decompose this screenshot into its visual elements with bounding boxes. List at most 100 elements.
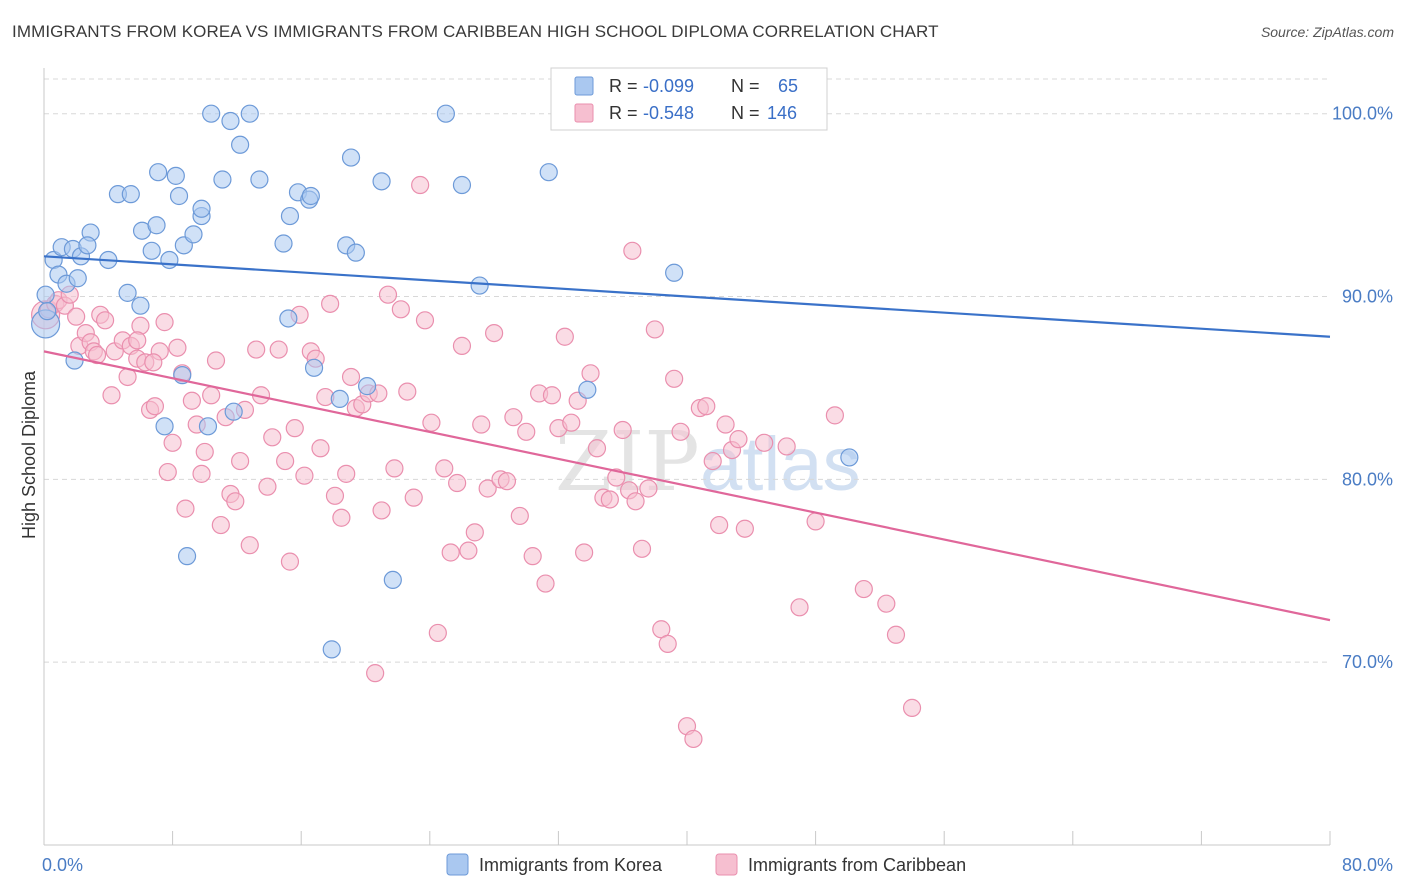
caribbean-point xyxy=(258,477,277,496)
caribbean-point xyxy=(195,442,214,462)
caribbean-point xyxy=(263,428,282,447)
gridlines xyxy=(44,78,1330,663)
caribbean-point xyxy=(542,386,562,405)
caribbean-point xyxy=(729,430,748,449)
stats-legend: R = -0.099 N = 65 R = -0.548 N = 146 xyxy=(550,67,828,131)
korea-point xyxy=(231,135,250,154)
legend-korea-n-label: N = xyxy=(731,76,760,96)
caribbean-point xyxy=(504,408,523,427)
caribbean-point xyxy=(452,336,472,355)
korea-point xyxy=(131,296,150,315)
caribbean-point xyxy=(716,415,735,434)
korea-point xyxy=(147,216,166,235)
caribbean-point xyxy=(168,338,187,357)
caribbean-point xyxy=(269,340,288,359)
caribbean-point xyxy=(247,340,266,359)
caribbean-point xyxy=(441,543,460,562)
legend-korea-r-label: R = xyxy=(609,76,638,96)
source-attribution: Source: ZipAtlas.com xyxy=(1260,24,1394,40)
korea-point xyxy=(341,148,361,167)
caribbean-point xyxy=(790,598,809,617)
caribbean-point xyxy=(231,451,250,471)
caribbean-point xyxy=(587,439,607,458)
y-tick-label: 70.0% xyxy=(1342,652,1393,672)
caribbean-point xyxy=(321,294,340,313)
caribbean-point xyxy=(276,451,295,471)
caribbean-point xyxy=(206,351,226,370)
korea-point xyxy=(155,417,174,436)
watermark-atlas: atlas xyxy=(700,422,861,507)
caribbean-point xyxy=(735,519,754,538)
caribbean-point xyxy=(155,313,174,332)
caribbean-point xyxy=(428,623,447,643)
caribbean-point xyxy=(404,488,423,507)
korea-point xyxy=(280,206,300,226)
korea-point xyxy=(301,186,320,206)
caribbean-point xyxy=(703,451,722,471)
caribbean-point xyxy=(435,459,454,478)
legend-caribbean-n-value: 146 xyxy=(767,103,797,123)
caribbean-point xyxy=(391,300,410,319)
caribbean-point xyxy=(607,468,626,487)
korea-trend-line xyxy=(43,255,1331,338)
caribbean-point xyxy=(886,625,906,644)
caribbean-point xyxy=(285,419,304,438)
legend-korea-r-value: -0.099 xyxy=(643,76,694,96)
korea-point xyxy=(279,309,298,328)
caribbean-point xyxy=(378,285,398,304)
y-tick-label: 80.0% xyxy=(1342,469,1393,489)
caribbean-point xyxy=(325,486,345,505)
korea-point xyxy=(160,250,179,270)
korea-point xyxy=(198,417,218,436)
caribbean-point xyxy=(295,466,314,485)
korea-point xyxy=(578,380,597,399)
caribbean-points xyxy=(31,175,922,749)
y-tick-label: 100.0% xyxy=(1332,104,1393,124)
korea-point xyxy=(330,389,349,409)
korea-point xyxy=(274,234,293,253)
legend-caribbean-n-label: N = xyxy=(731,103,760,123)
axes xyxy=(43,68,1331,846)
caribbean-point xyxy=(182,391,201,410)
caribbean-point xyxy=(517,422,536,441)
stats-legend-box xyxy=(550,67,828,131)
caribbean-point xyxy=(144,353,163,372)
caribbean-point xyxy=(710,515,729,535)
caribbean-point xyxy=(632,539,652,558)
caribbean-point xyxy=(523,547,542,566)
caribbean-point xyxy=(581,364,600,383)
caribbean-point xyxy=(472,415,491,434)
legend-caribbean-swatch xyxy=(574,103,594,123)
bottom-legend-caribbean-label: Immigrants from Caribbean xyxy=(748,855,966,875)
caribbean-point xyxy=(645,320,664,339)
korea-point xyxy=(166,166,185,185)
korea-point xyxy=(436,104,455,123)
caribbean-point xyxy=(562,413,581,432)
caribbean-point xyxy=(465,523,484,542)
caribbean-point xyxy=(510,506,529,526)
caribbean-point xyxy=(102,386,121,405)
korea-point xyxy=(68,269,87,288)
caribbean-point xyxy=(240,536,259,555)
legend-korea-swatch xyxy=(574,76,594,96)
caribbean-point xyxy=(536,574,555,593)
caribbean-trend-line xyxy=(43,350,1331,622)
caribbean-point xyxy=(478,479,497,498)
caribbean-point xyxy=(877,594,896,613)
trend-lines xyxy=(43,255,1331,622)
caribbean-point xyxy=(806,512,825,531)
korea-point xyxy=(240,104,259,123)
caribbean-point xyxy=(448,473,467,493)
korea-point xyxy=(304,358,324,377)
caribbean-point xyxy=(411,175,430,195)
korea-point xyxy=(322,640,341,659)
korea-point xyxy=(539,163,558,182)
korea-point xyxy=(121,185,140,204)
caribbean-point xyxy=(95,311,115,330)
caribbean-point xyxy=(372,501,391,520)
legend-caribbean-r-value: -0.548 xyxy=(643,103,694,123)
bottom-legend-korea-swatch xyxy=(446,853,469,876)
caribbean-point xyxy=(665,369,684,388)
korea-point xyxy=(358,377,377,396)
x-tick-label-max: 80.0% xyxy=(1342,855,1393,875)
